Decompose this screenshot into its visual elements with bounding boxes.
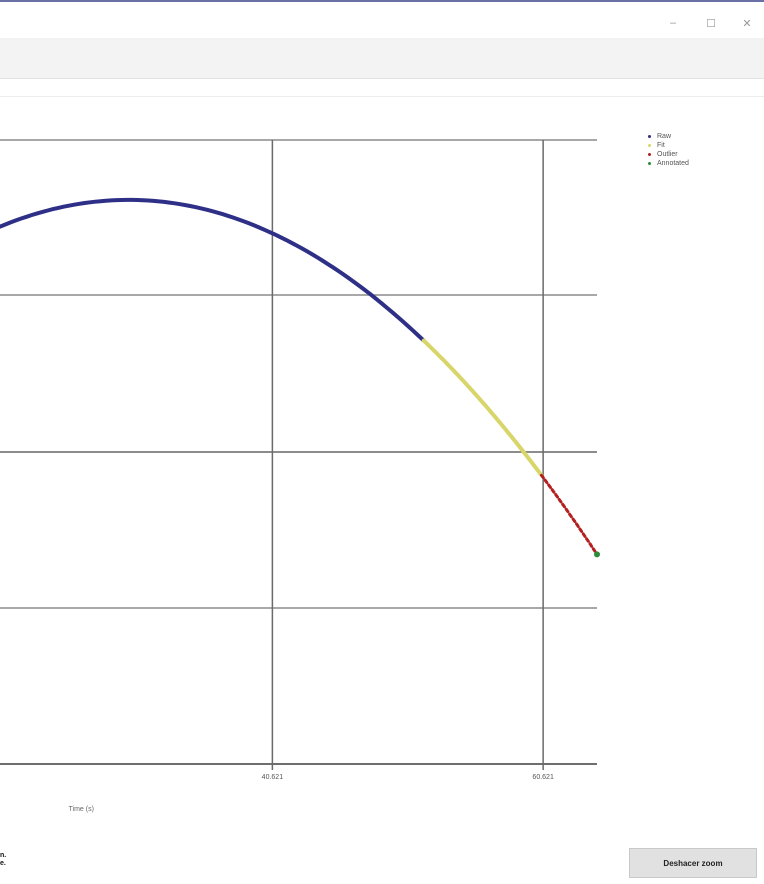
toolbar [0,38,764,79]
legend-label: Fit [657,142,665,149]
close-icon[interactable]: ✕ [742,17,752,30]
legend-label: Raw [657,133,672,140]
minimize-icon[interactable]: – [669,17,677,29]
chart-grid [0,139,597,770]
legend-label: Outlier [657,151,678,158]
chart-legend: Raw Fit Outlier Annotated [648,132,689,168]
legend-item: Outlier [648,150,689,159]
legend-marker-icon [648,144,651,147]
legend-marker-icon [648,162,651,165]
series-outlier [540,473,599,556]
x-tick-label: 60.621 [532,774,554,781]
x-tick-label: 40.621 [262,774,284,781]
maximize-icon[interactable]: ☐ [706,17,716,30]
chart-series [0,197,600,558]
chart-panel [0,96,764,884]
legend-label: Annotated [657,160,689,167]
footnote-line-1: n. [0,852,7,859]
legend-item: Fit [648,141,689,150]
series-raw [0,197,426,343]
legend-marker-icon [648,135,651,138]
undo-zoom-button[interactable]: Deshacer zoom [629,848,757,878]
legend-item: Annotated [648,159,689,168]
legend-marker-icon [648,153,651,156]
annotated-point [594,551,600,558]
series-fit [421,338,544,478]
title-bar: – ☐ ✕ [0,2,764,38]
legend-item: Raw [648,132,689,141]
x-tick-labels: 40.621 60.621 [262,774,554,781]
footnote-line-2: e. [0,860,6,867]
window-top-border [0,0,764,2]
x-axis-title: Time (s) [69,806,94,813]
footnote: n. e. [0,852,6,868]
